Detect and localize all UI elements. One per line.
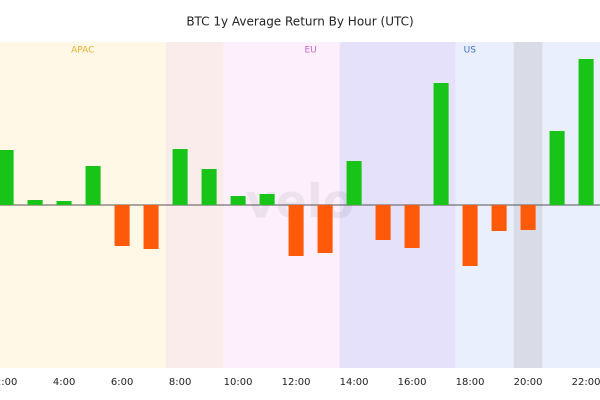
session-label: APAC	[71, 46, 94, 56]
bar	[27, 200, 43, 205]
bar	[549, 131, 565, 205]
x-tick-label: 16:00	[398, 377, 427, 388]
bar	[404, 205, 420, 248]
x-tick-label: 2:00	[0, 377, 17, 388]
bar	[433, 83, 449, 205]
session-label: EU	[304, 46, 316, 56]
bar	[578, 59, 594, 205]
bar	[288, 205, 304, 256]
bar	[85, 166, 101, 205]
bar	[375, 205, 391, 240]
bar	[491, 205, 507, 231]
bar	[259, 194, 275, 205]
x-tick-label: 10:00	[224, 377, 253, 388]
bar	[143, 205, 159, 249]
bar	[317, 205, 333, 253]
x-tick-label: 18:00	[456, 377, 485, 388]
bar	[172, 149, 188, 205]
x-tick-label: 22:00	[572, 377, 600, 388]
bar	[0, 150, 14, 205]
x-tick-label: 4:00	[53, 377, 75, 388]
session-label: US	[464, 46, 477, 56]
bar	[520, 205, 536, 230]
bar	[114, 205, 130, 246]
x-tick-label: 20:00	[514, 377, 543, 388]
bar	[56, 201, 72, 205]
chart-title: BTC 1y Average Return By Hour (UTC)	[186, 15, 413, 29]
x-tick-label: 8:00	[169, 377, 191, 388]
x-tick-label: 12:00	[282, 377, 311, 388]
bar	[462, 205, 478, 266]
bar	[346, 161, 362, 205]
x-tick-label: 14:00	[340, 377, 369, 388]
bar	[201, 169, 217, 205]
x-tick-label: 6:00	[111, 377, 133, 388]
bar	[230, 196, 246, 205]
